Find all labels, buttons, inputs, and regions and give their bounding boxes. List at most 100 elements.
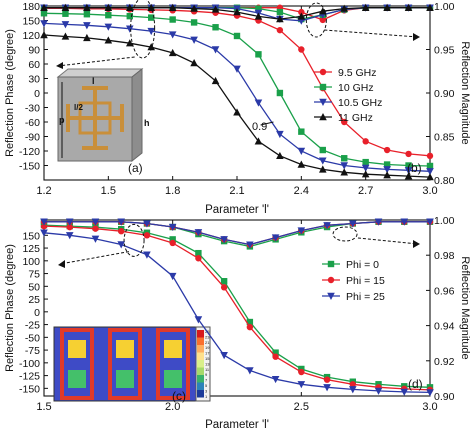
legend-item: 10.5 GHz (314, 97, 382, 109)
data-point (361, 164, 370, 172)
y-tick-label: 50 (28, 281, 40, 293)
data-point (40, 3, 48, 11)
callout-ellipse (123, 223, 145, 257)
y-tick-label: 25 (28, 294, 40, 306)
field-hotspot (164, 340, 182, 358)
colorbar-swatch (197, 382, 204, 390)
data-point (246, 241, 254, 249)
callout-arrow (357, 237, 419, 245)
data-point (276, 26, 284, 34)
data-point (297, 147, 306, 155)
colorbar-tick: 9 (205, 372, 208, 377)
data-point (323, 384, 331, 392)
data-point (297, 227, 306, 235)
y-tick-label: -50 (25, 332, 40, 344)
data-point (276, 130, 284, 139)
data-point (168, 31, 177, 39)
data-point (220, 351, 228, 360)
data-point (83, 33, 91, 42)
colorbar-tick: 23 (205, 334, 210, 339)
data-point (66, 223, 73, 231)
callout-ellipse (130, 0, 156, 59)
legend-marker (319, 113, 327, 121)
inset-label-p: p (59, 115, 65, 125)
data-point (298, 46, 305, 53)
data-point (255, 5, 262, 12)
colorbar-tick: 3 (205, 388, 208, 393)
inset-patch-bottom (82, 146, 108, 150)
data-point (190, 36, 198, 44)
data-point (246, 367, 254, 375)
data-point (104, 23, 113, 31)
y2-tick-label: 0.92 (434, 356, 455, 368)
data-point (104, 36, 113, 44)
data-point (404, 167, 413, 175)
inset-label-h: h (144, 118, 150, 128)
data-point (40, 218, 48, 226)
panel-label: (d) (408, 377, 423, 391)
series-line (44, 221, 430, 246)
data-point (195, 249, 202, 257)
colorbar-swatch (197, 352, 204, 360)
data-point (272, 353, 279, 360)
data-point (246, 318, 254, 326)
inset-patch-arm (66, 116, 124, 120)
data-point (211, 5, 220, 13)
inset-panel-label: (c) (172, 389, 186, 403)
series-11-ghz (40, 31, 434, 181)
legend-marker (319, 83, 327, 91)
x-tick-label: 1.2 (36, 185, 51, 197)
legend-label: 9.5 GHz (338, 67, 377, 79)
legend-item: Phi = 25 (322, 291, 385, 303)
y-tick-label: 0 (34, 88, 40, 100)
y-tick-label: 100 (22, 256, 40, 268)
data-point (211, 76, 220, 85)
y-tick-label: 30 (28, 74, 40, 86)
data-point (233, 108, 241, 116)
y-tick-label: -120 (19, 146, 40, 158)
data-point (426, 173, 434, 181)
data-point (65, 232, 74, 240)
data-point (40, 10, 48, 17)
data-point (426, 218, 434, 226)
colorbar-swatch (197, 367, 204, 375)
data-point (271, 375, 280, 384)
data-point (297, 160, 306, 168)
data-point (220, 278, 228, 285)
data-point (65, 218, 74, 226)
arrow-head (58, 260, 65, 268)
data-point (169, 16, 176, 23)
legend: Phi = 0 Phi = 15 Phi = 25 (322, 259, 385, 303)
data-point (92, 225, 99, 232)
data-point (220, 236, 228, 244)
data-point (147, 43, 156, 51)
inset-patch-ring (78, 101, 112, 135)
inset-patch-left (66, 104, 70, 132)
y2-tick-label: 0.90 (434, 88, 455, 100)
data-point (400, 218, 409, 226)
arrow-head (413, 240, 420, 248)
data-point (233, 8, 241, 16)
data-point (143, 251, 151, 259)
data-point (298, 8, 305, 16)
annotation-label: 0.9 (252, 121, 267, 133)
data-point (118, 228, 125, 235)
data-point (195, 255, 202, 262)
data-point (61, 32, 70, 40)
arrow-head (413, 33, 420, 41)
legend-label: 10 GHz (338, 82, 374, 94)
data-point (147, 27, 156, 36)
data-point (383, 146, 391, 154)
data-point (105, 11, 112, 19)
colorbar-tick: 19 (205, 345, 210, 350)
field-hotspot (68, 340, 86, 358)
callout-arrow (324, 29, 419, 38)
legend-marker (327, 260, 335, 268)
data-point (190, 59, 198, 67)
y2-tick-label: 1.00 (434, 1, 455, 13)
y-tick-label: -30 (25, 103, 40, 115)
x-tick-label: 2.7 (358, 185, 373, 197)
data-point (117, 241, 125, 249)
data-point (374, 218, 383, 226)
y-tick-label: -125 (19, 371, 40, 383)
